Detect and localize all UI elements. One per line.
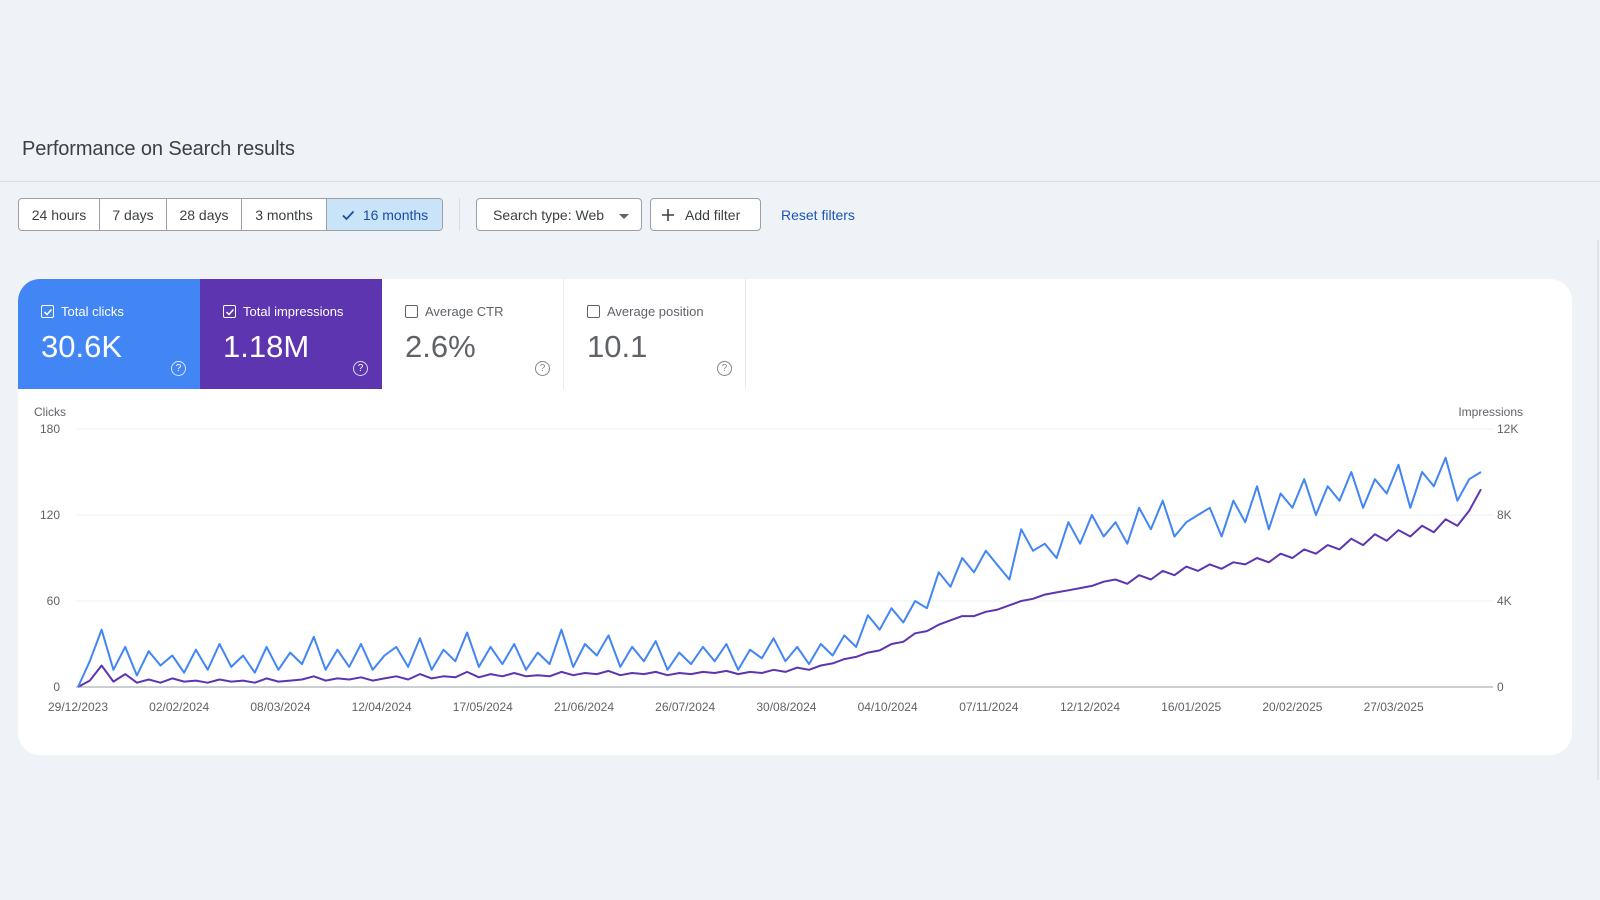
x-tick-label: 04/10/2024 [858,700,918,714]
x-tick-label: 12/04/2024 [352,700,412,714]
metric-label: Average CTR [425,304,504,319]
add-filter-label: Add filter [685,206,741,223]
range-16-months-button[interactable]: 16 months [327,199,442,230]
scrollbar-track[interactable] [1597,240,1599,780]
metric-average-ctr[interactable]: Average CTR 2.6% ? [382,279,564,389]
metric-label-wrap: Total impressions [223,304,343,319]
x-tick-label: 07/11/2024 [959,700,1018,714]
metric-average-position[interactable]: Average position 10.1 ? [564,279,746,389]
metric-value: 1.18M [223,329,310,364]
date-range-selector: 24 hours 7 days 28 days 3 months 16 mont… [18,198,443,231]
chart-grid [76,428,1493,688]
x-tick-label: 20/02/2025 [1262,700,1322,714]
checkbox-unchecked-icon[interactable] [405,305,418,318]
right-tick-label: 12K [1497,422,1518,436]
help-icon[interactable]: ? [353,361,368,376]
checkbox-unchecked-icon[interactable] [587,305,600,318]
right-tick-label: 8K [1497,508,1512,522]
clicks-series-line [77,456,1482,688]
metric-total-clicks[interactable]: Total clicks 30.6K ? [18,279,200,389]
x-tick-label: 29/12/2023 [48,700,108,714]
right-tick-label: 4K [1497,594,1512,608]
metric-label-wrap: Total clicks [41,304,124,319]
checkbox-checked-icon[interactable] [41,305,54,318]
header-divider [0,181,1600,182]
add-filter-button[interactable]: Add filter [650,198,761,231]
reset-filters-link[interactable]: Reset filters [781,206,855,223]
dropdown-arrow-icon [619,207,629,223]
metric-tabs: Total clicks 30.6K ? Total impressions 1… [18,279,1572,389]
plus-icon [661,208,675,222]
left-tick-label: 60 [47,594,61,608]
x-tick-label: 30/08/2024 [756,700,816,714]
checkbox-checked-icon[interactable] [223,305,236,318]
range-7-days-button[interactable]: 7 days [100,199,167,230]
range-3-months-button[interactable]: 3 months [242,199,327,230]
x-tick-label: 26/07/2024 [655,700,715,714]
right-axis-ticks: 0 4K 8K 12K [1497,422,1518,694]
search-type-label: Search type: Web [493,206,605,223]
x-tick-label: 16/01/2025 [1161,700,1221,714]
x-tick-label: 27/03/2025 [1364,700,1424,714]
metric-label: Total clicks [61,304,124,319]
range-24-hours-button[interactable]: 24 hours [19,199,100,230]
metric-total-impressions[interactable]: Total impressions 1.18M ? [200,279,382,389]
metric-label-wrap: Average CTR [405,304,504,319]
metric-label: Average position [607,304,704,319]
x-tick-label: 17/05/2024 [453,700,513,714]
left-tick-label: 180 [40,422,60,436]
check-icon [341,208,355,222]
chart-svg: Clicks Impressions 0 60 120 180 0 4K 8K 12K 29… [34,405,1523,714]
range-28-days-button[interactable]: 28 days [167,199,242,230]
toolbar-divider [459,198,460,231]
metric-value: 30.6K [41,329,123,364]
x-axis-ticks: 29/12/2023 02/02/2024 08/03/2024 12/04/2024… [48,700,1424,714]
metric-label: Total impressions [243,304,344,319]
x-tick-label: 02/02/2024 [149,700,209,714]
x-tick-label: 21/06/2024 [554,700,614,714]
performance-chart: Clicks Impressions 0 60 120 180 0 4K 8K 12K 29… [18,389,1572,755]
left-axis-title: Clicks [34,405,66,419]
x-tick-label: 08/03/2024 [250,700,310,714]
page-title: Performance on Search results [22,138,295,160]
help-icon[interactable]: ? [535,361,550,376]
x-tick-label: 12/12/2024 [1060,700,1120,714]
metric-value: 2.6% [405,329,476,364]
metric-label-wrap: Average position [587,304,704,319]
impressions-series-line [77,488,1482,688]
help-icon[interactable]: ? [171,361,186,376]
left-tick-label: 0 [53,680,60,694]
search-type-dropdown[interactable]: Search type: Web [476,198,642,231]
left-tick-label: 120 [40,508,60,522]
help-icon[interactable]: ? [717,361,732,376]
filter-toolbar: 24 hours 7 days 28 days 3 months 16 mont… [18,198,855,231]
metric-value: 10.1 [587,329,648,364]
right-axis-title: Impressions [1458,405,1523,419]
range-16-months-label: 16 months [362,206,429,223]
performance-card: Total clicks 30.6K ? Total impressions 1… [18,279,1572,755]
chart-series [77,456,1482,688]
left-axis-ticks: 0 60 120 180 [40,422,60,694]
right-tick-label: 0 [1497,680,1504,694]
